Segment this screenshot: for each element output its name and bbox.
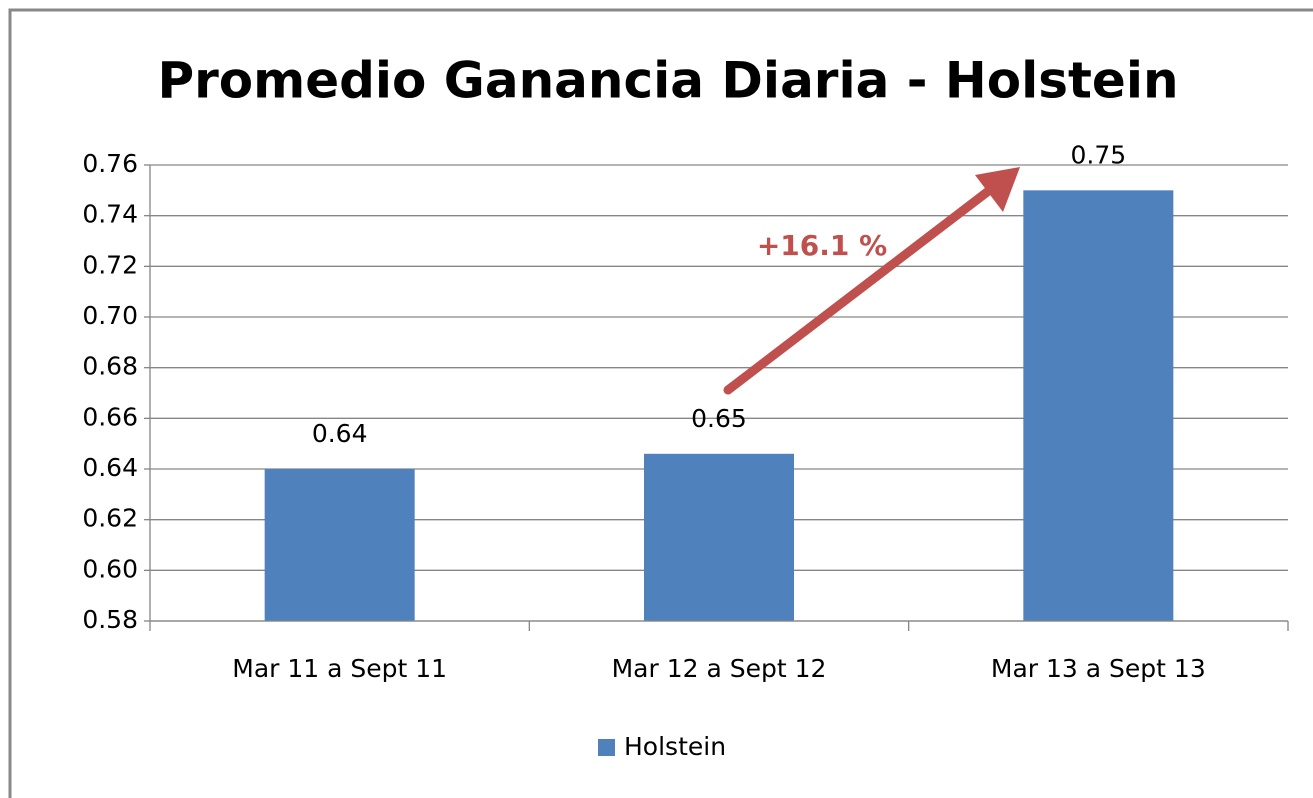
x-tick-label: Mar 11 a Sept 11 <box>232 654 447 683</box>
data-label: 0.75 <box>1070 140 1126 169</box>
y-tick-label: 0.62 <box>82 504 138 533</box>
y-tick-label: 0.64 <box>82 453 138 482</box>
arrow-shaft <box>723 181 1000 395</box>
legend-label: Holstein <box>624 732 726 761</box>
chart-title: Promedio Ganancia Diaria - Holstein <box>157 52 1178 110</box>
y-tick-label: 0.60 <box>82 554 138 583</box>
y-tick-label: 0.58 <box>82 605 138 634</box>
x-tick-label: Mar 13 a Sept 13 <box>991 654 1206 683</box>
bar <box>264 469 415 621</box>
y-tick-label: 0.68 <box>82 352 138 381</box>
y-tick-label: 0.70 <box>82 301 138 330</box>
y-tick-label: 0.76 <box>82 149 138 178</box>
y-tick-label: 0.72 <box>82 250 138 279</box>
bar <box>1023 190 1174 622</box>
data-label: 0.65 <box>691 404 747 433</box>
data-label: 0.64 <box>312 419 368 448</box>
legend-swatch <box>598 739 615 756</box>
y-tick-label: 0.74 <box>82 200 138 229</box>
arrow-head <box>975 167 1020 212</box>
plot-area: 0.58 0.60 0.62 0.64 0.66 0.68 0.70 0.72 0.74 0.76… <box>82 140 1289 761</box>
y-tick-label: 0.66 <box>82 402 138 431</box>
x-tick-label: Mar 12 a Sept 12 <box>612 654 827 683</box>
annotation: +16.1 % <box>757 229 887 262</box>
bar <box>644 453 794 621</box>
